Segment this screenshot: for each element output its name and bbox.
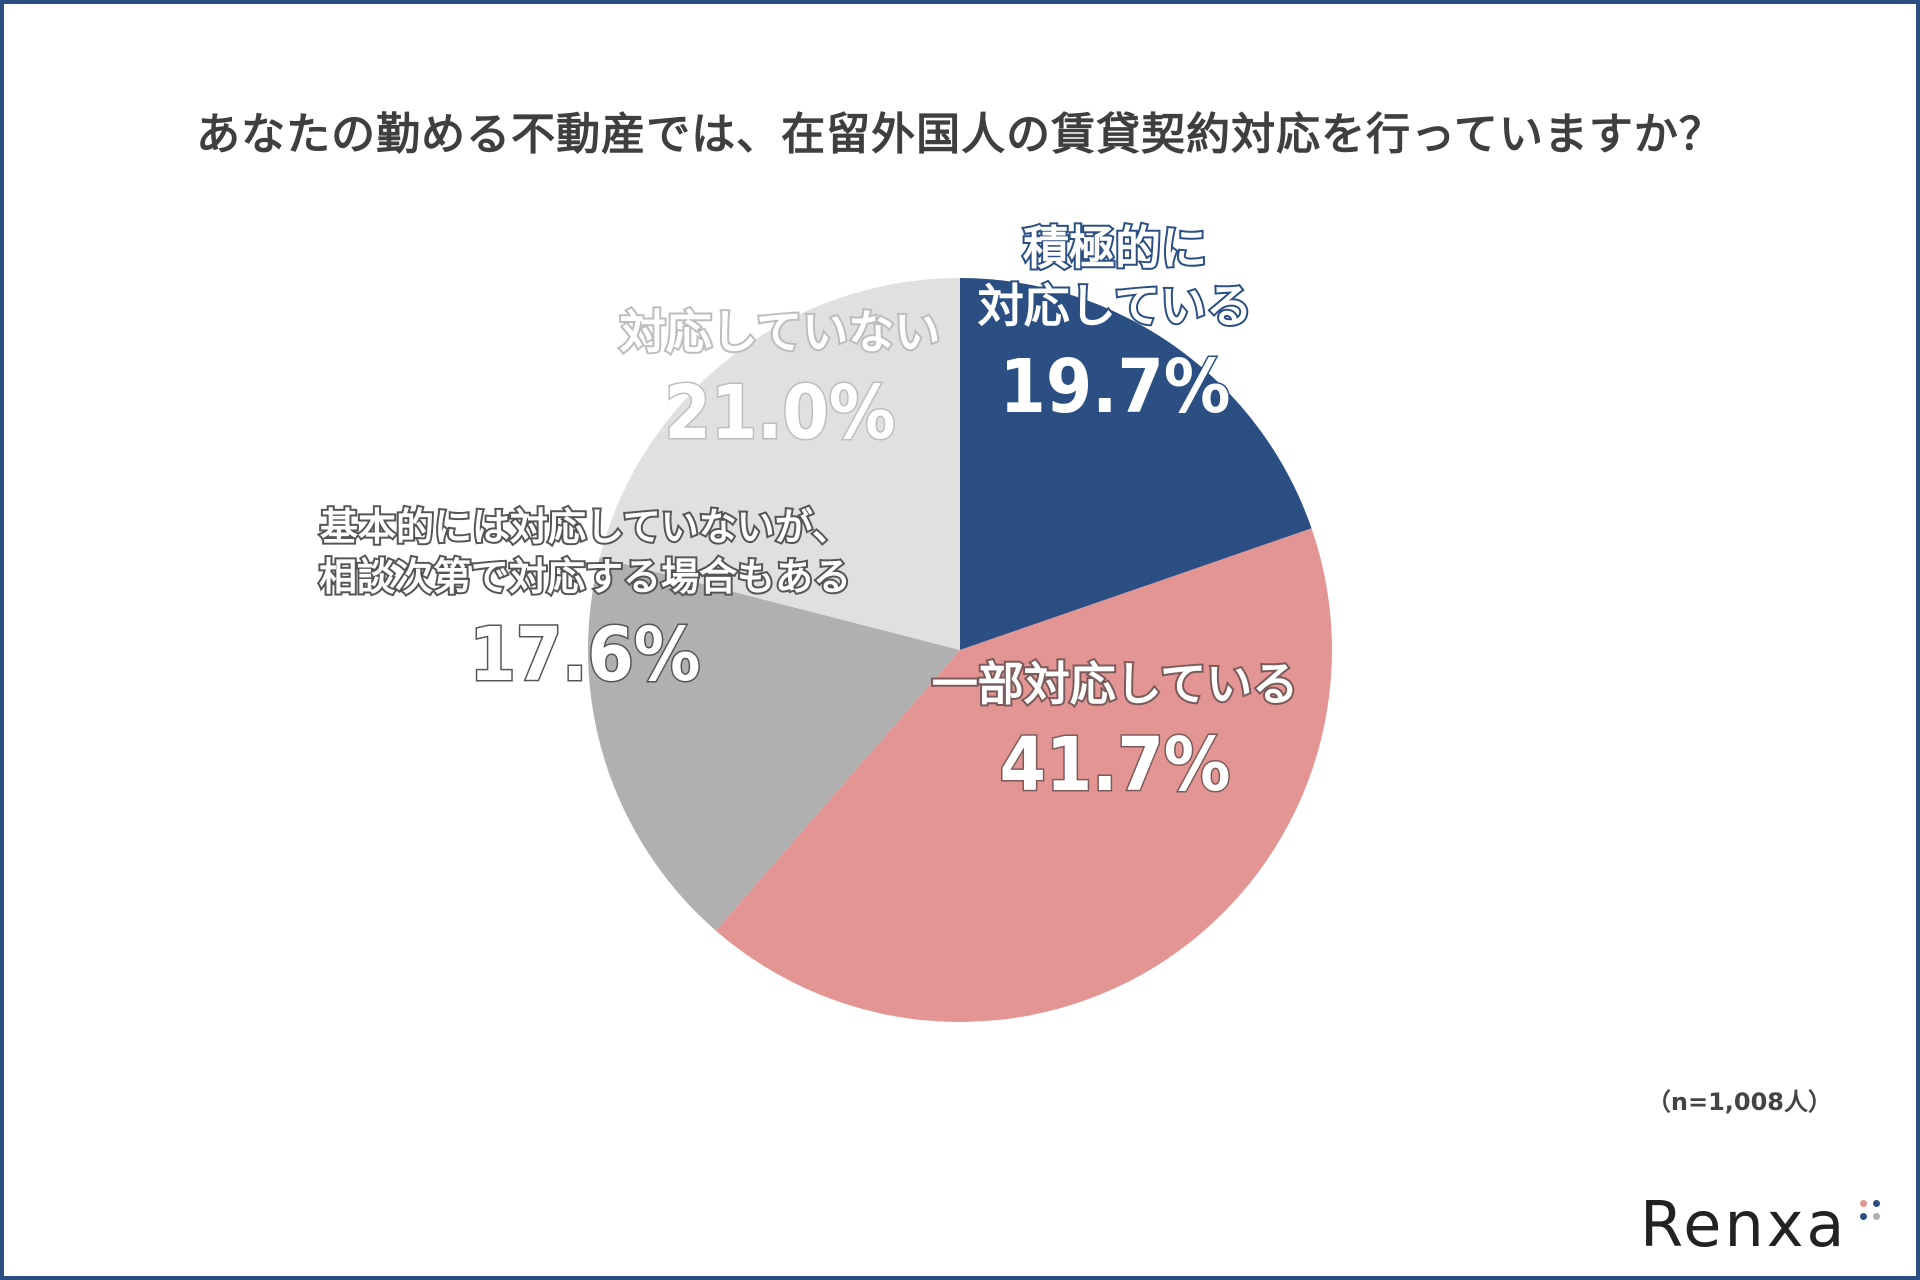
pie-slice-2 — [588, 557, 960, 931]
slice-label-group-3: 対応していない 21.0% — [618, 303, 943, 458]
chart-title: あなたの勤める不動産では、在留外国人の賃貸契約対応を行っていますか？ — [196, 109, 1724, 160]
pie-slice-3 — [599, 278, 960, 650]
slice-value-label-1: 41.7% — [1000, 722, 1231, 808]
logo-dots-icon — [1860, 1200, 1884, 1224]
brand-logo: Renxa — [1640, 1188, 1848, 1261]
slice-value-label-2: 17.6% — [470, 612, 701, 698]
slice-label-0-line-1: 対応している — [978, 279, 1253, 333]
pie-slice-0 — [960, 278, 1312, 650]
slice-label-2-line-0: 基本的には対応していないが、 — [320, 505, 850, 549]
slice-value-label-3: 21.0% — [665, 370, 896, 456]
slice-label-1-line-0: 一部対応している — [932, 657, 1299, 711]
slice-label-group-2: 基本的には対応していないが、相談次第で対応する場合もある 17.6% — [317, 503, 853, 700]
pie-slice-1 — [715, 528, 1333, 1023]
slice-label-3-line-0: 対応していない — [620, 305, 941, 359]
sample-size-note: （n=1,008人） — [1646, 1088, 1832, 1116]
slice-label-2-line-1: 相談次第で対応する場合もある — [319, 555, 851, 599]
slice-label-0-line-0: 積極的に — [1023, 221, 1207, 275]
slice-value-label-0: 19.7% — [1000, 344, 1231, 430]
slice-label-group-1: 一部対応している 41.7% — [930, 655, 1301, 810]
